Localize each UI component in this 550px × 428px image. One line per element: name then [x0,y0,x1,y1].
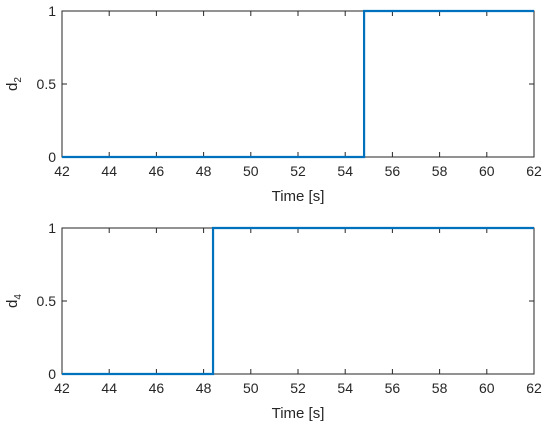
y-tick-label: 0.5 [37,76,57,92]
x-axis-label: Time [s] [272,405,325,422]
x-tick-label: 54 [337,380,353,396]
y-tick-label: 1 [48,3,56,19]
y-tick-label: 0 [48,149,56,165]
tick-marks [61,227,535,375]
x-tick-label: 44 [101,380,117,396]
x-tick-label: 42 [54,380,70,396]
y-tick-label: 0.5 [37,293,57,309]
subplot-d2: 42 44 46 48 50 52 54 56 58 60 62 00.51 Time [s] d2 [4,3,542,205]
x-tick-labels: 42 44 46 48 50 52 54 56 58 60 62 [54,380,542,396]
y-axis-label: d2 [4,77,24,91]
series-layer [62,226,534,376]
x-tick-label: 60 [479,380,495,396]
tick-marks [61,10,535,158]
y-tick-labels: 00.51 [37,220,57,382]
plot-area-frame [61,227,535,375]
series-line [62,226,534,376]
x-tick-label: 48 [196,163,212,179]
x-tick-label: 42 [54,163,70,179]
x-tick-labels: 42 44 46 48 50 52 54 56 58 60 62 [54,163,542,179]
plot-area-frame [61,10,535,158]
x-tick-label: 58 [432,380,448,396]
x-tick-label: 44 [101,163,117,179]
y-tick-labels: 00.51 [37,3,57,165]
x-tick-label: 62 [526,380,542,396]
x-tick-label: 60 [479,163,495,179]
x-tick-label: 54 [337,163,353,179]
x-tick-label: 48 [196,380,212,396]
x-tick-label: 52 [290,380,306,396]
x-tick-label: 50 [243,380,259,396]
y-axis-label: d4 [4,294,24,308]
series-line [62,9,534,159]
series-layer [62,9,534,159]
x-tick-label: 56 [385,163,401,179]
x-tick-label: 46 [149,163,165,179]
x-tick-label: 50 [243,163,259,179]
x-tick-label: 62 [526,163,542,179]
x-axis-label: Time [s] [272,188,325,205]
subplot-d4: 42 44 46 48 50 52 54 56 58 60 62 00.51 Time [s] d4 [4,220,542,422]
y-tick-label: 0 [48,366,56,382]
x-tick-label: 56 [385,380,401,396]
x-tick-label: 52 [290,163,306,179]
x-tick-label: 58 [432,163,448,179]
x-tick-label: 46 [149,380,165,396]
y-tick-label: 1 [48,220,56,236]
